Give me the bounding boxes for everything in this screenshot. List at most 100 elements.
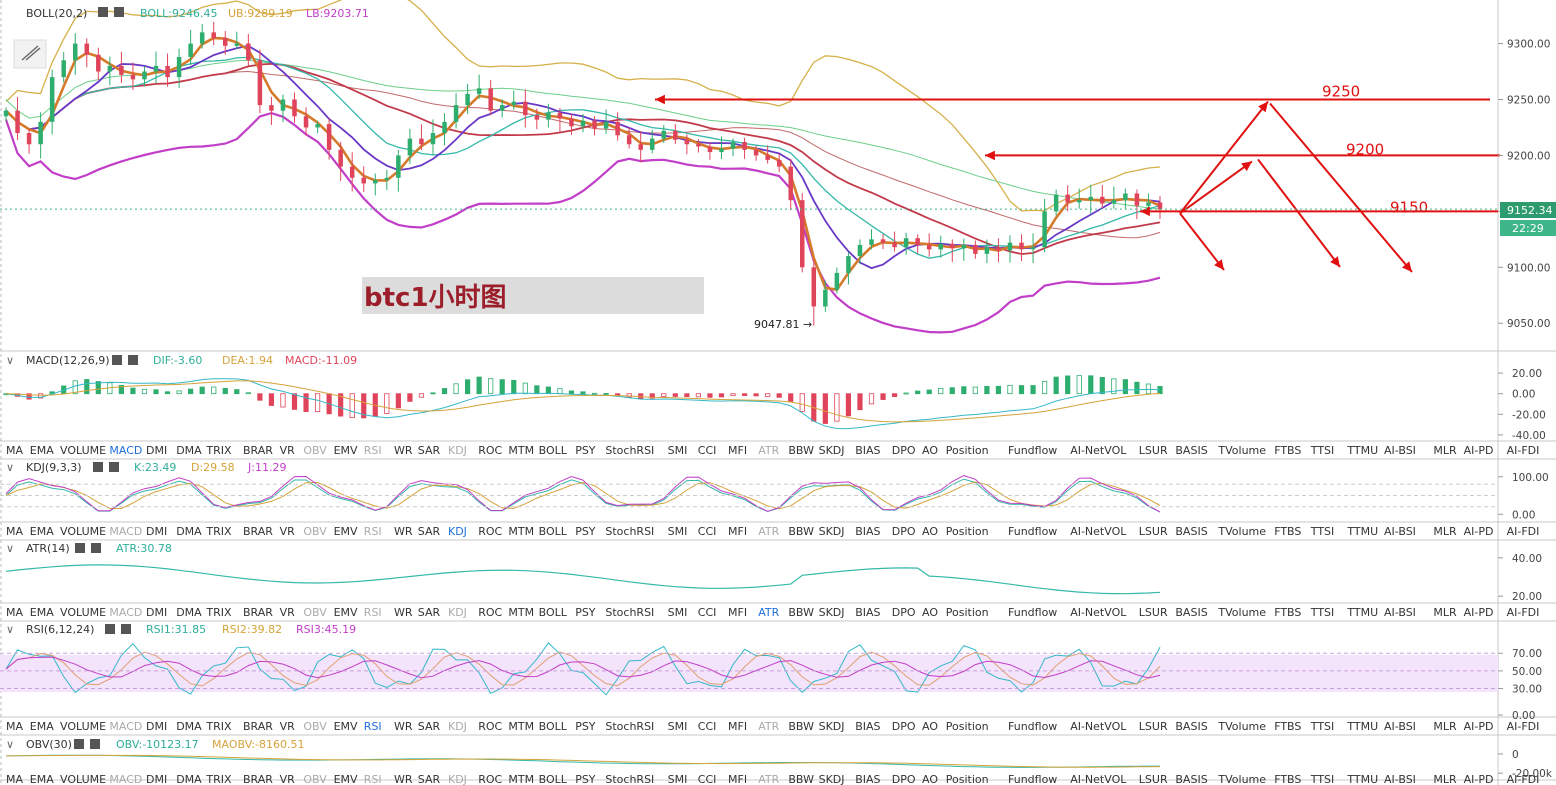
indicator-tab[interactable]: EMV — [334, 606, 358, 619]
indicator-tab[interactable]: MFI — [728, 720, 747, 733]
indicator-tab[interactable]: SMI — [668, 720, 688, 733]
indicator-tab[interactable]: AI-FDI — [1507, 606, 1540, 619]
indicator-tab[interactable]: AI-PD — [1464, 525, 1494, 538]
indicator-tab[interactable]: DMA — [176, 606, 202, 619]
indicator-tab[interactable]: OBV — [303, 525, 327, 538]
indicator-tab[interactable]: SKDJ — [819, 773, 845, 785]
indicator-tab[interactable]: MLR — [1433, 525, 1457, 538]
indicator-tab[interactable]: MLR — [1433, 444, 1457, 457]
indicator-tab[interactable]: ATR — [758, 720, 779, 733]
indicator-tab[interactable]: MACD — [109, 525, 142, 538]
indicator-tab[interactable]: RSI — [364, 773, 382, 785]
indicator-tab[interactable]: VOLUME — [60, 444, 106, 457]
indicator-tab[interactable]: EMV — [334, 444, 358, 457]
indicator-tab[interactable]: VR — [280, 444, 296, 457]
indicator-tab[interactable]: TRIX — [205, 444, 232, 457]
settings-icon[interactable] — [112, 355, 122, 365]
indicator-tab[interactable]: BBW — [788, 525, 814, 538]
indicator-tab[interactable]: MA — [6, 773, 23, 785]
indicator-tab[interactable]: VR — [280, 525, 296, 538]
indicator-tab[interactable]: EMA — [30, 720, 54, 733]
indicator-tab[interactable]: AO — [922, 606, 938, 619]
indicator-tab[interactable]: BBW — [788, 773, 814, 785]
indicator-tab[interactable]: BASIS — [1175, 444, 1207, 457]
indicator-tab[interactable]: MTM — [508, 720, 534, 733]
indicator-tab[interactable]: StochRSI — [605, 773, 654, 785]
indicator-tab[interactable]: ATR — [758, 444, 779, 457]
indicator-tab[interactable]: DMA — [176, 525, 202, 538]
indicator-tab[interactable]: DMA — [176, 773, 202, 785]
indicator-tab[interactable]: VR — [280, 720, 296, 733]
indicator-tab[interactable]: SAR — [418, 720, 441, 733]
indicator-tab[interactable]: Fundflow — [1008, 606, 1057, 619]
indicator-tab[interactable]: BBW — [788, 720, 814, 733]
indicator-tab[interactable]: MTM — [508, 525, 534, 538]
indicator-tab[interactable]: RSI — [364, 525, 382, 538]
indicator-tab[interactable]: KDJ — [448, 720, 467, 733]
indicator-tab[interactable]: AI-BSI — [1384, 525, 1416, 538]
settings-icon[interactable] — [74, 739, 84, 749]
indicator-tab[interactable]: SMI — [668, 606, 688, 619]
indicator-tab[interactable]: AI-PD — [1464, 720, 1494, 733]
indicator-tab[interactable]: BIAS — [855, 525, 880, 538]
indicator-tab[interactable]: MFI — [728, 525, 747, 538]
indicator-tab[interactable]: TRIX — [205, 773, 232, 785]
indicator-tab[interactable]: DMI — [146, 773, 167, 785]
indicator-tab[interactable]: Position — [946, 720, 989, 733]
indicator-tab[interactable]: KDJ — [448, 525, 467, 538]
indicator-tab[interactable]: BOLL — [539, 773, 568, 785]
indicator-tab[interactable]: MA — [6, 606, 23, 619]
indicator-tab[interactable]: MA — [6, 444, 23, 457]
indicator-tab[interactable]: AI-NetVOL — [1070, 720, 1127, 733]
indicator-tab[interactable]: ROC — [478, 444, 502, 457]
indicator-tab[interactable]: SKDJ — [819, 606, 845, 619]
indicator-tab[interactable]: Position — [946, 773, 989, 785]
indicator-tab[interactable]: BRAR — [243, 444, 273, 457]
indicator-tab[interactable]: BOLL — [539, 606, 568, 619]
indicator-tab[interactable]: AO — [922, 773, 938, 785]
indicator-tab[interactable]: WR — [394, 444, 413, 457]
indicator-tab[interactable]: Fundflow — [1008, 525, 1057, 538]
indicator-tab[interactable]: LSUR — [1139, 720, 1168, 733]
indicator-tab[interactable]: OBV — [303, 606, 327, 619]
indicator-tab[interactable]: TTSI — [1310, 720, 1334, 733]
indicator-tab[interactable]: Position — [946, 606, 989, 619]
indicator-tab[interactable]: TVolume — [1217, 720, 1266, 733]
indicator-tab[interactable]: EMV — [334, 773, 358, 785]
indicator-tab[interactable]: AI-BSI — [1384, 606, 1416, 619]
indicator-tab[interactable]: TRIX — [205, 606, 232, 619]
indicator-tab[interactable]: FTBS — [1274, 525, 1301, 538]
indicator-tab[interactable]: AI-PD — [1464, 444, 1494, 457]
indicator-tab[interactable]: AO — [922, 525, 938, 538]
indicator-tab[interactable]: RSI — [364, 720, 382, 733]
indicator-tab[interactable]: ATR — [758, 606, 779, 619]
indicator-tab[interactable]: VOLUME — [60, 773, 106, 785]
indicator-tab[interactable]: DMI — [146, 606, 167, 619]
indicator-tab[interactable]: TVolume — [1217, 525, 1266, 538]
indicator-tab[interactable]: PSY — [575, 720, 596, 733]
indicator-tab[interactable]: MACD — [109, 444, 142, 457]
indicator-tab[interactable]: FTBS — [1274, 444, 1301, 457]
indicator-tab[interactable]: DPO — [892, 773, 916, 785]
indicator-tab[interactable]: CCI — [698, 525, 717, 538]
indicator-tab[interactable]: ROC — [478, 720, 502, 733]
indicator-tab[interactable]: BASIS — [1175, 773, 1207, 785]
settings-icon[interactable] — [98, 7, 108, 17]
indicator-tab[interactable]: VOLUME — [60, 606, 106, 619]
indicator-tab[interactable]: BIAS — [855, 606, 880, 619]
indicator-tab[interactable]: RSI — [364, 444, 382, 457]
indicator-tab[interactable]: EMA — [30, 525, 54, 538]
indicator-tab[interactable]: WR — [394, 720, 413, 733]
indicator-tab[interactable]: BOLL — [539, 444, 568, 457]
indicator-tab[interactable]: SAR — [418, 444, 441, 457]
close-icon[interactable] — [90, 739, 100, 749]
indicator-tab[interactable]: TTMU — [1346, 525, 1378, 538]
close-icon[interactable] — [109, 462, 119, 472]
indicator-tab[interactable]: MLR — [1433, 606, 1457, 619]
indicator-tab[interactable]: StochRSI — [605, 606, 654, 619]
indicator-tab[interactable]: VR — [280, 773, 296, 785]
indicator-tab[interactable]: Fundflow — [1008, 773, 1057, 785]
indicator-tab[interactable]: MFI — [728, 606, 747, 619]
indicator-tab[interactable]: AI-NetVOL — [1070, 606, 1127, 619]
indicator-tab[interactable]: PSY — [575, 773, 596, 785]
